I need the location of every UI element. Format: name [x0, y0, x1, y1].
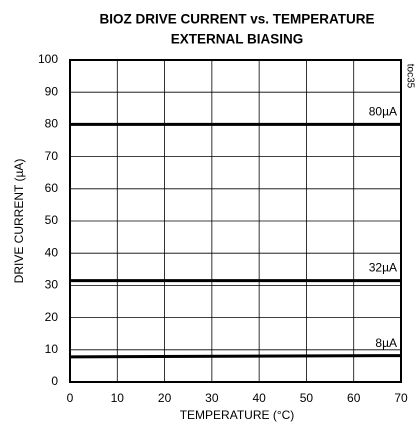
- y-tick-label: 30: [45, 278, 59, 292]
- y-axis-label: DRIVE CURRENT (µA): [12, 159, 26, 284]
- note: toc35: [404, 64, 415, 89]
- x-tick-label: 10: [111, 391, 125, 405]
- y-tick-label: 60: [45, 181, 59, 195]
- line-label: 80µA: [369, 105, 397, 119]
- chart-title: BIOZ DRIVE CURRENT vs. TEMPERATURE: [99, 12, 374, 27]
- y-tick-label: 0: [51, 374, 58, 388]
- x-tick-label: 0: [67, 391, 74, 405]
- y-tick-label: 100: [38, 52, 58, 66]
- line-label: 8µA: [375, 336, 397, 350]
- y-tick-label: 70: [45, 149, 59, 163]
- x-tick-label: 20: [158, 391, 172, 405]
- plot-frame: [69, 59, 402, 383]
- chart-subtitle: EXTERNAL BIASING: [171, 32, 304, 47]
- y-tick-label: 40: [45, 245, 59, 259]
- x-tick-label: 70: [394, 391, 408, 405]
- y-tick-label: 50: [45, 213, 59, 227]
- line-label: 32µA: [369, 261, 397, 275]
- data-line: [69, 354, 402, 359]
- x-tick-label: 60: [347, 391, 361, 405]
- x-axis-label: TEMPERATURE (°C): [180, 408, 295, 422]
- y-tick-label: 90: [45, 84, 59, 98]
- x-tick-label: 40: [252, 391, 266, 405]
- y-tick-label: 10: [45, 342, 59, 356]
- x-tick-label: 30: [205, 391, 219, 405]
- x-tick-label: 50: [300, 391, 314, 405]
- y-tick-label: 20: [45, 310, 59, 324]
- y-tick-label: 80: [45, 117, 59, 131]
